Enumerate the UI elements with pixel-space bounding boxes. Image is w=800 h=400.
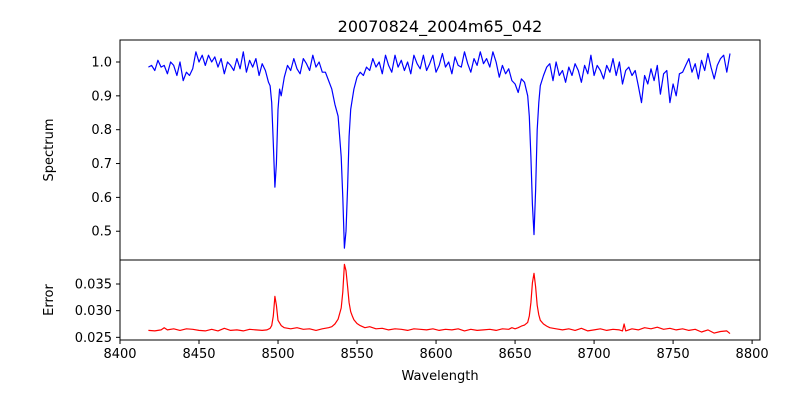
x-tick-label: 8700 — [578, 347, 611, 362]
error-axes-frame — [119, 259, 761, 341]
spectrum-y-tick-label: 1.0 — [91, 56, 112, 71]
x-tick-label: 8600 — [420, 347, 453, 362]
x-axis-label: Wavelength — [401, 369, 478, 384]
spectrum-y-tick-label: 0.5 — [91, 225, 112, 240]
chart-title: 20070824_2004m65_042 — [338, 17, 543, 37]
error-y-tick-label: 0.035 — [75, 278, 112, 293]
x-tick-label: 8800 — [736, 347, 769, 362]
spectrum-y-tick-label: 0.9 — [91, 89, 112, 104]
error-line — [148, 263, 731, 335]
x-tick-label: 8450 — [182, 347, 215, 362]
spectrum-y-tick-label: 0.8 — [91, 123, 112, 138]
spectrum-y-axis-ticks: 0.5 0.6 0.7 0.8 0.9 1.0 — [91, 56, 120, 240]
error-panel: 0.025 0.030 0.035 8400 8450 8500 8550 8600 8650… — [75, 259, 769, 362]
error-y-axis-ticks: 0.025 0.030 0.035 — [75, 278, 120, 346]
error-y-tick-label: 0.025 — [75, 331, 112, 346]
spectrum-y-tick-label: 0.6 — [91, 191, 112, 206]
x-tick-label: 8400 — [103, 347, 136, 362]
spectrum-line — [148, 51, 731, 249]
error-y-tick-label: 0.030 — [75, 304, 112, 319]
x-tick-label: 8550 — [340, 347, 373, 362]
x-tick-label: 8650 — [499, 347, 532, 362]
x-tick-label: 8500 — [261, 347, 294, 362]
x-axis-ticks: 8400 8450 8500 8550 8600 8650 8700 8750 8800 — [103, 340, 769, 362]
spectrum-y-axis-label: Spectrum — [42, 119, 57, 182]
spectrum-y-tick-label: 0.7 — [91, 157, 112, 172]
x-tick-label: 8750 — [657, 347, 690, 362]
error-y-axis-label: Error — [42, 284, 57, 316]
